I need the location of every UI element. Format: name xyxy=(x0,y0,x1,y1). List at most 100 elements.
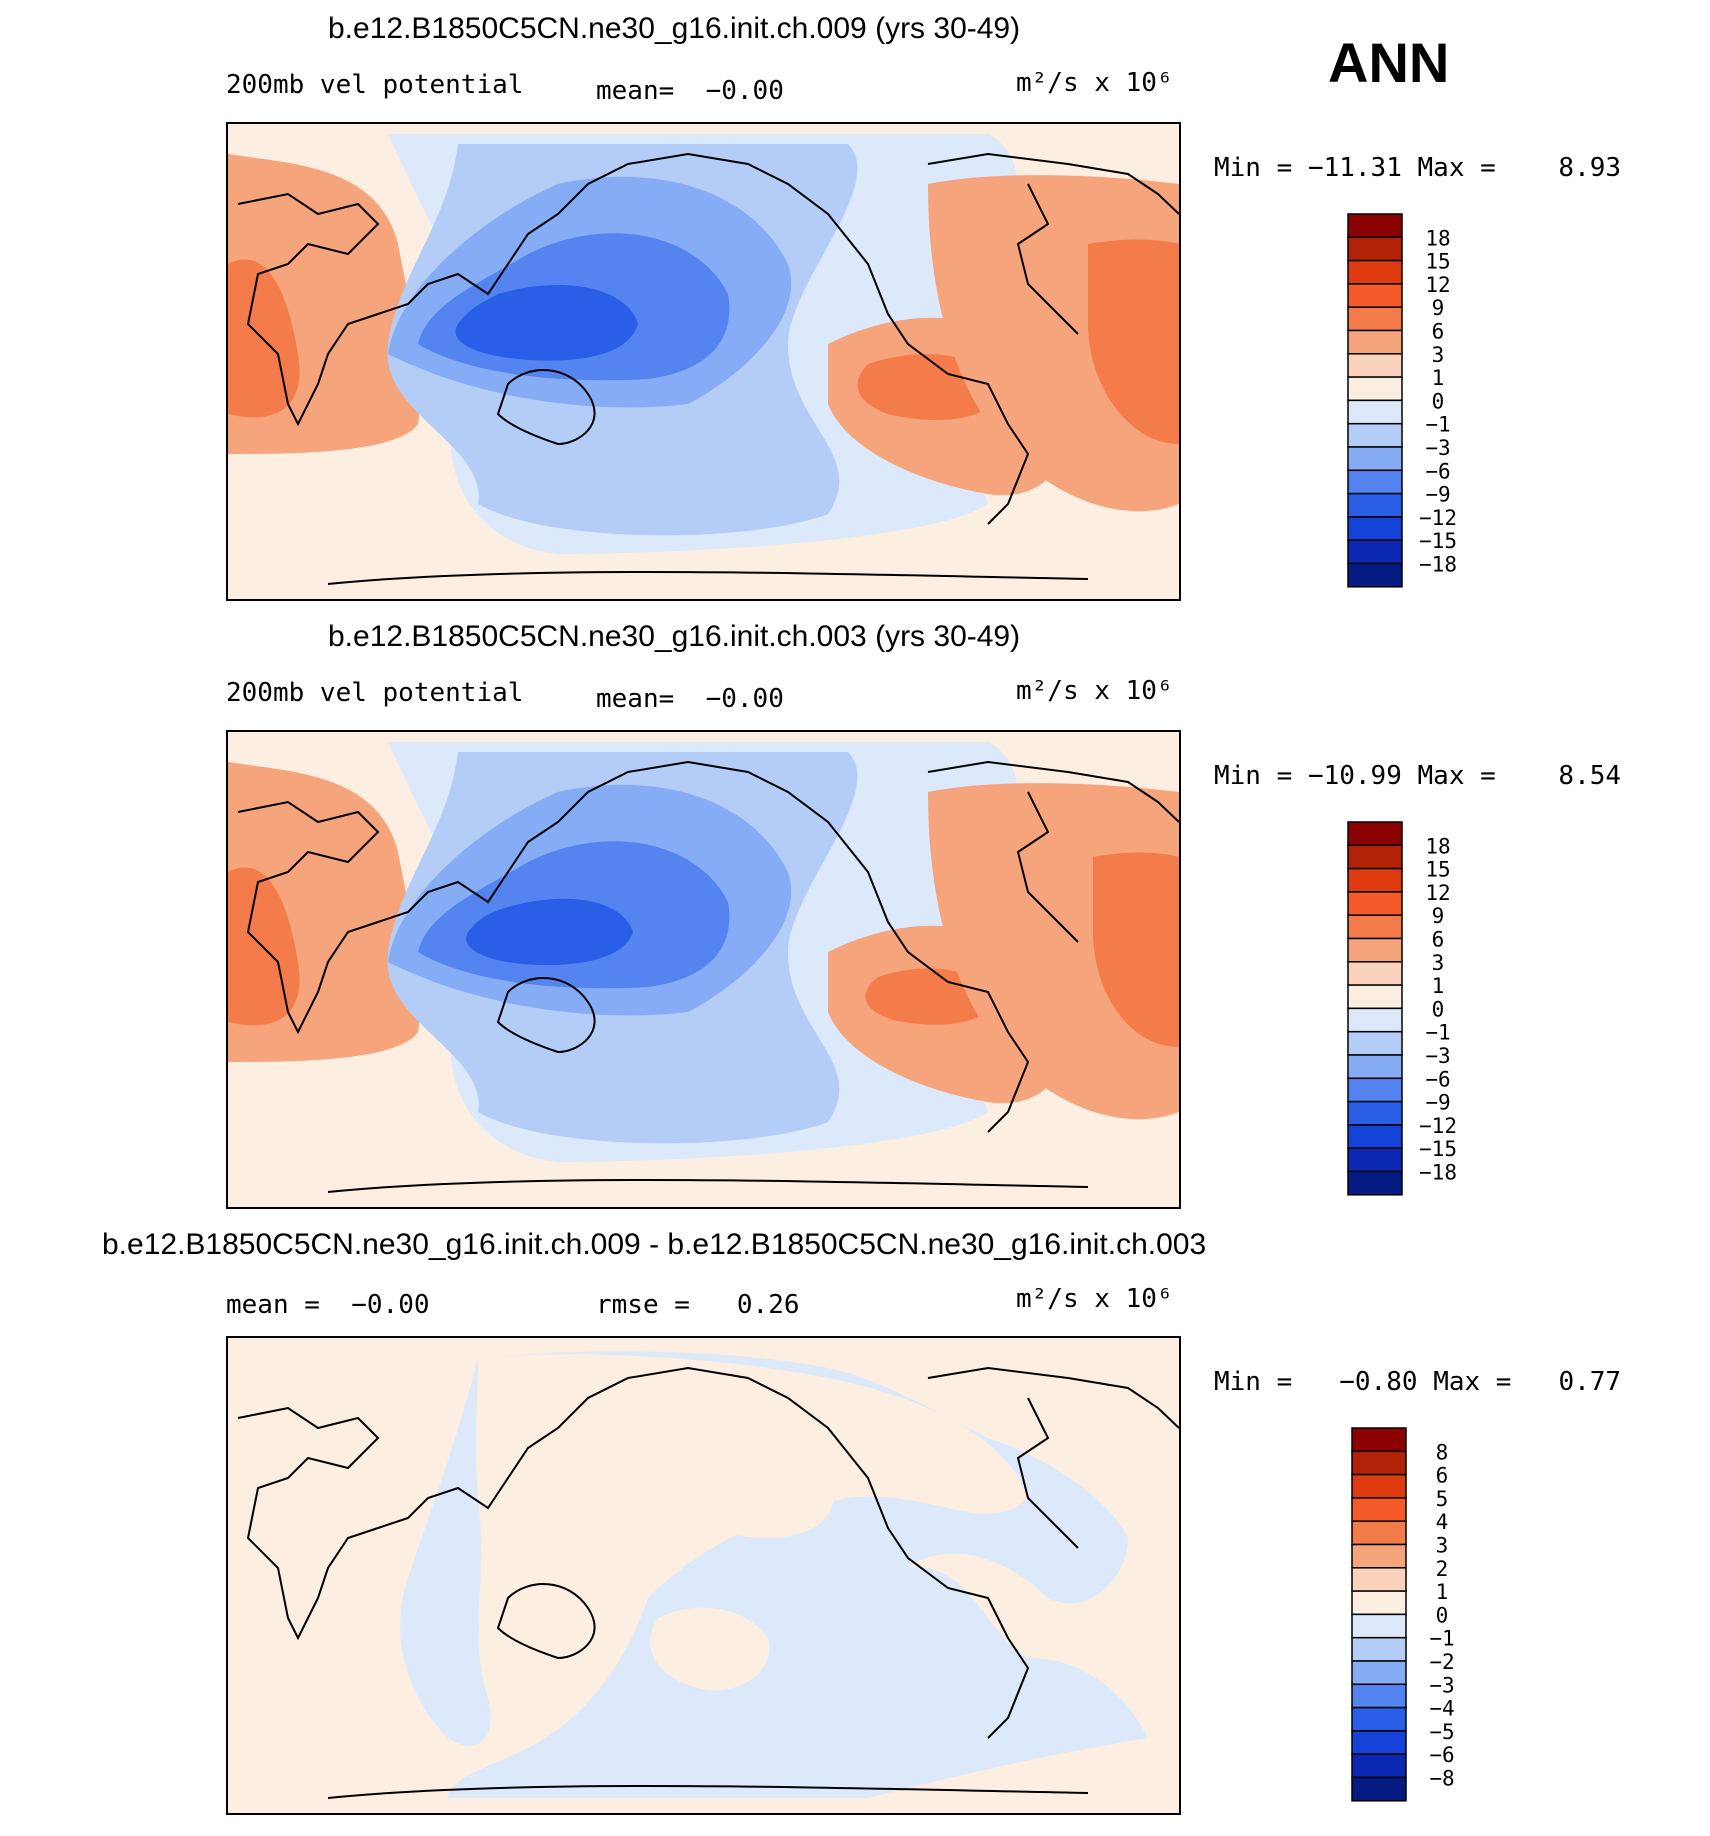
panel-3-mean-value: −0.00 xyxy=(351,1290,430,1320)
colorbar-tick-label: −6 xyxy=(1425,459,1450,483)
panel-2-variable-label: 200mb vel potential xyxy=(226,678,524,708)
colorbar-swatch xyxy=(1347,1077,1403,1103)
colorbar-tick-label: 8 xyxy=(1436,1440,1449,1464)
diff-positive-pocket-2 xyxy=(650,1607,770,1691)
panel-1-min-value: −11.31 xyxy=(1307,153,1402,183)
colorbar-tick-label: 3 xyxy=(1436,1534,1449,1558)
colorbar-swatch xyxy=(1347,259,1403,285)
panel-2-map xyxy=(226,730,1181,1209)
colorbar-swatch xyxy=(1347,213,1403,239)
panel-1-min-label: Min = xyxy=(1214,153,1293,183)
colorbar-tick-label: −12 xyxy=(1419,506,1457,530)
panel-2-mean-value: −0.00 xyxy=(705,684,784,714)
colorbar-tick-label: −2 xyxy=(1429,1650,1454,1674)
colorbar-swatch xyxy=(1351,1660,1407,1686)
panel-2-max-label: Max = xyxy=(1417,761,1496,791)
colorbar-swatch xyxy=(1351,1636,1407,1662)
coastlines-2 xyxy=(237,760,1179,1193)
colorbar-tick-label: −4 xyxy=(1429,1697,1454,1721)
panel-2-min-value: −10.99 xyxy=(1307,761,1402,791)
colorbar-swatch xyxy=(1351,1520,1407,1546)
colorbar-tick-label: 2 xyxy=(1436,1557,1449,1581)
colorbar-swatch xyxy=(1347,492,1403,518)
colorbar-swatch xyxy=(1347,376,1403,402)
colorbar-tick-label: 1 xyxy=(1432,974,1445,998)
colorbar-swatch xyxy=(1351,1683,1407,1709)
colorbar-swatch xyxy=(1347,446,1403,472)
colorbar-swatch xyxy=(1347,914,1403,940)
colorbar-tick-label: 0 xyxy=(1432,997,1445,1021)
colorbar-tick-label: −9 xyxy=(1425,483,1450,507)
blue-core-1 xyxy=(455,285,638,361)
colorbar-tick-label: −1 xyxy=(1425,413,1450,437)
colorbar-swatch xyxy=(1351,1450,1407,1476)
panel-2-mean-label: mean= xyxy=(596,684,675,714)
colorbar-swatch xyxy=(1347,399,1403,425)
colorbar-tick-label: 6 xyxy=(1436,1464,1449,1488)
colorbar-swatch xyxy=(1351,1776,1407,1802)
colorbar-tick-label: −3 xyxy=(1425,436,1450,460)
panel-2-units: m²/s x 10⁶ xyxy=(1016,676,1173,706)
colorbar-swatch xyxy=(1351,1473,1407,1499)
colorbar-tick-label: 18 xyxy=(1425,834,1450,858)
panel-3-min-label: Min = xyxy=(1214,1367,1293,1397)
colorbar-tick-label: −18 xyxy=(1419,1161,1457,1185)
colorbar-tick-label: 5 xyxy=(1436,1487,1449,1511)
colorbar-tick-label: −5 xyxy=(1429,1720,1454,1744)
colorbar-tick-label: 9 xyxy=(1432,904,1445,928)
colorbar-swatch xyxy=(1347,516,1403,541)
colorbar-swatch xyxy=(1347,891,1403,916)
panel-3-map-plot xyxy=(228,1338,1179,1813)
colorbar-tick-label: 9 xyxy=(1432,296,1445,320)
colorbar-swatch xyxy=(1347,306,1403,332)
colorbar-swatch xyxy=(1347,844,1403,870)
colorbar-swatch xyxy=(1347,353,1403,378)
panel-3-max-value: 0.77 xyxy=(1558,1367,1622,1397)
colorbar-tick-label: −12 xyxy=(1419,1114,1457,1138)
panel-3-max-label: Max = xyxy=(1433,1367,1512,1397)
colorbar-swatch xyxy=(1351,1427,1407,1453)
panel-3-minmax: Min = −0.80 Max = 0.77 xyxy=(1214,1367,1621,1397)
panel-2-minmax: Min = −10.99 Max = 8.54 xyxy=(1214,761,1621,791)
colorbar-swatch xyxy=(1351,1567,1407,1592)
panel-1-units: m²/s x 10⁶ xyxy=(1016,68,1173,98)
colorbar-swatch xyxy=(1347,1147,1403,1173)
panel-1-max-label: Max = xyxy=(1417,153,1496,183)
panel-1-max-value: 8.93 xyxy=(1558,153,1622,183)
colorbar-swatch xyxy=(1351,1497,1407,1522)
colorbar-tick-label: −6 xyxy=(1429,1743,1454,1767)
colorbar-swatch xyxy=(1347,1170,1403,1196)
colorbar-swatch xyxy=(1347,937,1403,963)
colorbar-swatch xyxy=(1351,1590,1407,1616)
diff-positive-pocket-1 xyxy=(668,1440,834,1538)
panel-1-mean: mean= −0.00 xyxy=(596,76,784,106)
colorbar-tick-label: −15 xyxy=(1419,529,1457,553)
colorbar-tick-label: −6 xyxy=(1425,1067,1450,1091)
colorbar-swatch xyxy=(1347,1054,1403,1080)
colorbar-tick-label: 4 xyxy=(1436,1510,1449,1534)
colorbar-swatch xyxy=(1347,236,1403,262)
panel-3-map xyxy=(226,1336,1181,1815)
colorbar-swatch xyxy=(1347,329,1403,355)
colorbar-tick-label: 1 xyxy=(1436,1580,1449,1604)
colorbar-swatch xyxy=(1351,1730,1407,1755)
panel-2-map-plot xyxy=(228,732,1179,1207)
colorbar-swatch xyxy=(1347,821,1403,847)
colorbar-tick-label: 1 xyxy=(1432,366,1445,390)
coastlines-3 xyxy=(237,1366,1179,1799)
orange-core-atlantic-2 xyxy=(1093,852,1179,1047)
panel-3-rmse-label: rmse = xyxy=(596,1290,690,1320)
colorbar-swatch xyxy=(1347,984,1403,1010)
colorbar-swatch xyxy=(1347,562,1403,588)
colorbar-swatch xyxy=(1347,1007,1403,1033)
colorbar-tick-label: 3 xyxy=(1432,951,1445,975)
panel-3-title: b.e12.B1850C5CN.ne30_g16.init.ch.009 - b… xyxy=(102,1228,1207,1261)
panel-1-variable-label: 200mb vel potential xyxy=(226,70,524,100)
colorbar-tick-label: −9 xyxy=(1425,1091,1450,1115)
colorbar-swatch xyxy=(1351,1613,1407,1639)
orange-core-east-2 xyxy=(865,968,993,1025)
panel-1-title: b.e12.B1850C5CN.ne30_g16.init.ch.009 (yr… xyxy=(328,12,1021,45)
panel-3-colorbar: 8 6 5 4 3 2 1 0 −1 −2 −3 −4 −5 −6 −8 xyxy=(1351,1427,1472,1804)
